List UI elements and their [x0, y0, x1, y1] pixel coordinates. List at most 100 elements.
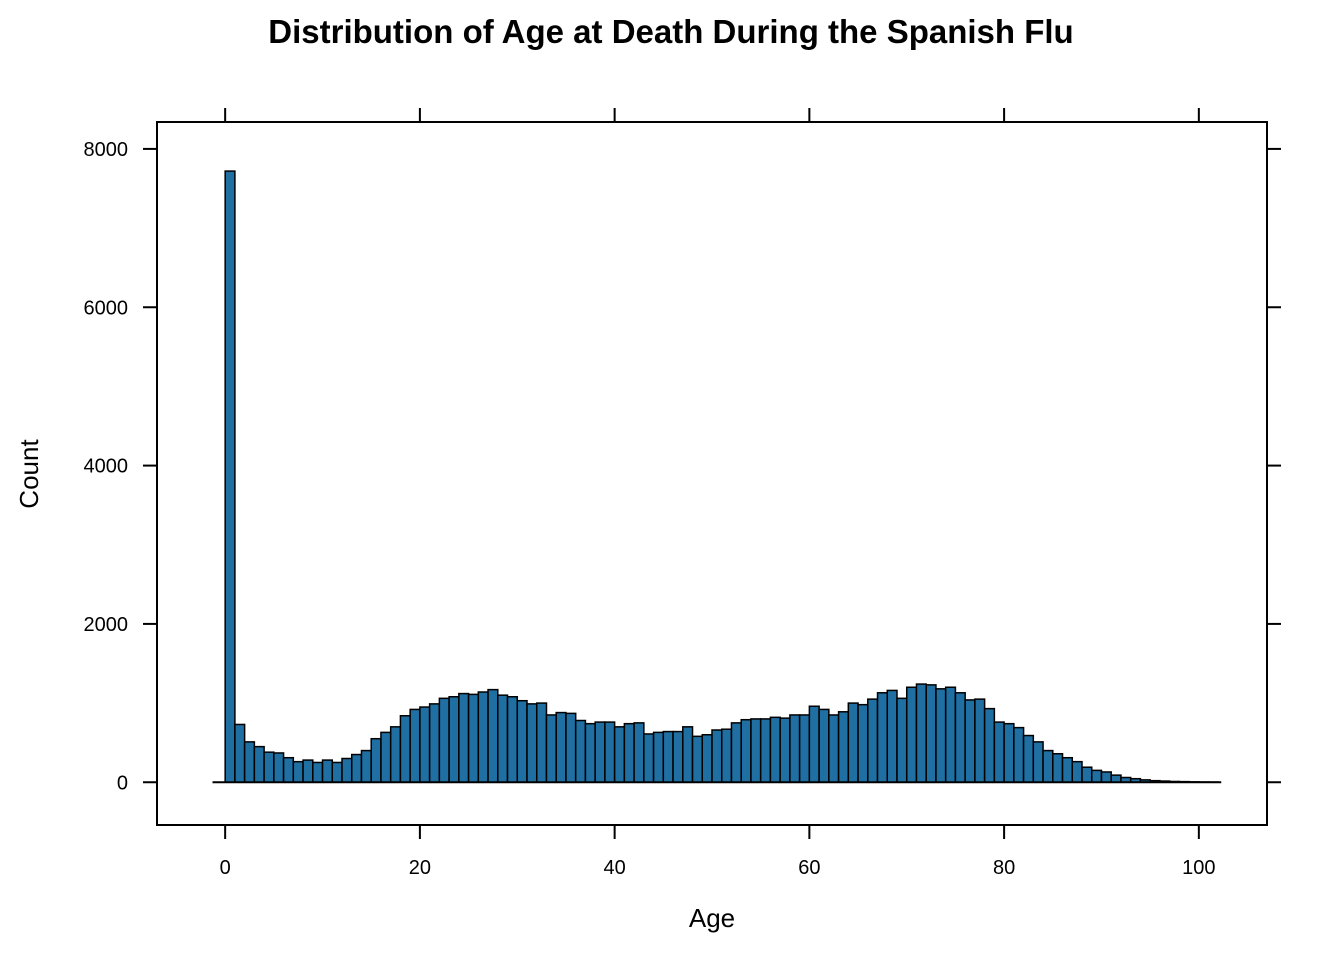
- histogram-bar: [1092, 770, 1102, 782]
- histogram-bar: [761, 719, 771, 782]
- histogram-bar: [741, 720, 751, 783]
- histogram-bar: [245, 742, 255, 782]
- histogram-bar: [751, 719, 761, 782]
- histogram-bar: [381, 732, 391, 782]
- histogram-bar: [391, 727, 401, 782]
- histogram-bar: [1111, 775, 1121, 782]
- plot-frame: [157, 122, 1267, 825]
- histogram-bar: [332, 762, 342, 782]
- histogram-bar: [527, 704, 537, 782]
- histogram-bar: [225, 171, 235, 782]
- histogram-bar: [566, 713, 576, 782]
- histogram-bar: [673, 732, 683, 783]
- histogram-bar: [293, 762, 303, 783]
- histogram-bar: [488, 690, 498, 783]
- histogram-bar: [878, 693, 888, 782]
- histogram-bar: [839, 712, 849, 782]
- y-axis-title: Count: [14, 439, 44, 509]
- histogram-bar: [916, 684, 926, 782]
- histogram-bar: [264, 752, 274, 782]
- histogram-bar: [780, 718, 790, 782]
- x-tick-label: 40: [604, 857, 626, 879]
- histogram-bar: [1063, 758, 1073, 783]
- histogram-bar: [546, 715, 556, 782]
- histogram-bar: [1053, 754, 1063, 783]
- histogram-bar: [605, 722, 615, 782]
- x-tick-label: 100: [1182, 857, 1215, 879]
- histogram-bar: [430, 704, 440, 782]
- histogram-bar: [994, 722, 1004, 782]
- histogram-bar: [1014, 728, 1024, 783]
- y-tick-label: 2000: [84, 614, 129, 636]
- histogram-bar: [1033, 742, 1043, 782]
- histogram-bar: [439, 698, 449, 782]
- histogram-bar: [790, 715, 800, 782]
- histogram-bar: [722, 729, 732, 782]
- histogram-bar: [352, 755, 362, 783]
- histogram-bar: [1043, 751, 1053, 783]
- histogram-bar: [731, 723, 741, 782]
- bars-layer: [225, 171, 1218, 782]
- histogram-bar: [858, 705, 868, 783]
- histogram-bar: [478, 692, 488, 782]
- histogram-bar: [585, 724, 595, 783]
- histogram-bar: [868, 699, 878, 782]
- histogram-bar: [449, 697, 459, 783]
- histogram-bar: [654, 732, 664, 782]
- x-tick-label: 80: [993, 857, 1015, 879]
- histogram-bar: [508, 697, 518, 783]
- histogram-bar: [361, 751, 371, 783]
- histogram-bar: [303, 760, 313, 782]
- histogram-bar: [907, 687, 917, 782]
- histogram-bar: [644, 734, 654, 782]
- histogram-bar: [683, 727, 693, 782]
- histogram-bar: [313, 762, 323, 782]
- y-tick-label: 0: [117, 772, 128, 794]
- y-tick-label: 8000: [84, 139, 129, 161]
- histogram-bar: [634, 723, 644, 782]
- histogram-bar: [595, 722, 605, 782]
- histogram-bar: [1101, 772, 1111, 782]
- x-axis-title: Age: [689, 903, 735, 933]
- histogram-bar: [965, 700, 975, 782]
- histogram-bar: [254, 747, 264, 783]
- histogram-bar: [235, 724, 245, 782]
- histogram-bar: [556, 713, 566, 783]
- histogram-bar: [712, 730, 722, 782]
- histogram-bar: [819, 709, 829, 782]
- histogram-bar: [420, 707, 430, 782]
- histogram-bar: [342, 759, 352, 783]
- histogram-bar: [897, 698, 907, 782]
- histogram-bar: [1072, 762, 1082, 783]
- histogram-bar: [693, 736, 703, 782]
- histogram-bar: [400, 716, 410, 783]
- histogram-bar: [1024, 736, 1034, 783]
- histogram-bar: [809, 706, 819, 782]
- histogram-bar: [946, 687, 956, 782]
- histogram-bar: [975, 699, 985, 782]
- histogram-bar: [955, 693, 965, 782]
- histogram-bar: [926, 685, 936, 782]
- x-tick-label: 20: [409, 857, 431, 879]
- histogram-bar: [323, 760, 333, 782]
- histogram-bar: [770, 717, 780, 782]
- histogram-bar: [459, 694, 469, 783]
- histogram-bar: [663, 732, 673, 783]
- histogram-bar: [887, 690, 897, 782]
- y-tick-label: 4000: [84, 456, 129, 478]
- histogram-bar: [517, 701, 527, 783]
- histogram-bar: [848, 703, 858, 782]
- histogram-bar: [624, 724, 634, 783]
- chart-title: Distribution of Age at Death During the …: [268, 13, 1073, 50]
- histogram-bar: [936, 689, 946, 782]
- histogram-bar: [985, 709, 995, 783]
- histogram-bar: [702, 735, 712, 783]
- histogram-bar: [829, 715, 839, 782]
- histogram-bar: [498, 695, 508, 782]
- histogram-bar: [284, 758, 294, 783]
- histogram-bar: [1082, 767, 1092, 782]
- x-tick-label: 60: [798, 857, 820, 879]
- histogram-bar: [576, 721, 586, 783]
